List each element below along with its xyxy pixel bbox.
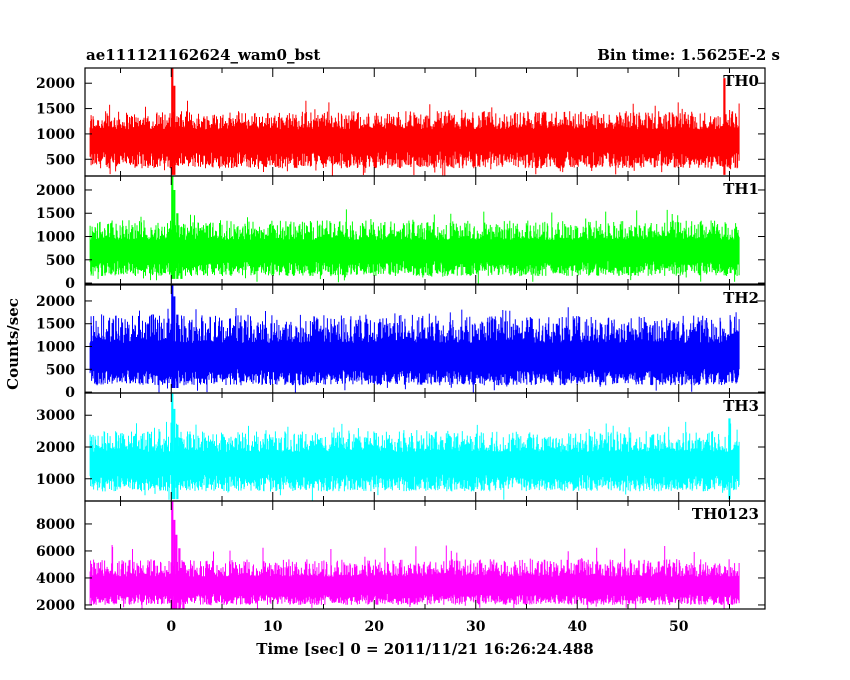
y-tick-label: 500 <box>46 362 75 378</box>
panel-th3: 1000 2000 3000 TH3 <box>36 392 766 502</box>
y-tick-label: 1000 <box>36 230 75 246</box>
y-tick-label: 2000 <box>36 598 75 614</box>
series-trace-th0123 <box>89 545 740 609</box>
y-tick-label: 2000 <box>36 440 75 456</box>
y-tick-label: 8000 <box>36 517 75 533</box>
panel-label-th1: TH1 <box>723 180 759 198</box>
y-tick-label: 500 <box>46 253 75 269</box>
series-trace-th3 <box>89 421 740 501</box>
panel-th0123: 2000 4000 6000 8000 TH0123 <box>36 500 766 614</box>
panel-label-th3: TH3 <box>723 397 759 415</box>
y-tick-label: 0 <box>65 385 75 401</box>
y-tick-label: 1000 <box>36 340 75 356</box>
chart-title-left: ae111121162624_wam0_bst <box>86 46 320 64</box>
y-tick-label: 1000 <box>36 472 75 488</box>
x-tick-label: 30 <box>466 619 486 635</box>
y-tick-label: 0 <box>65 276 75 292</box>
x-tick-label: 40 <box>567 619 587 635</box>
y-tick-label: 6000 <box>36 544 75 560</box>
y-tick-label: 1500 <box>36 206 75 222</box>
y-tick-label: 1500 <box>36 102 75 118</box>
y-tick-label: 4000 <box>36 571 75 587</box>
x-tick-label: 0 <box>166 619 176 635</box>
chart-title-right: Bin time: 1.5625E-2 s <box>597 46 780 64</box>
series-trace-th1 <box>89 209 740 284</box>
panel-th2: 0 500 1000 1500 2000 TH2 <box>36 284 766 401</box>
y-tick-label: 3000 <box>36 408 75 424</box>
x-tick-label: 50 <box>669 619 689 635</box>
y-axis-label: Counts/sec <box>4 298 22 390</box>
y-tick-label: 2000 <box>36 294 75 310</box>
y-tick-label: 1000 <box>36 127 75 143</box>
y-tick-label: 500 <box>46 152 75 168</box>
series-trace-th2 <box>89 307 740 393</box>
y-tick-label: 1500 <box>36 317 75 333</box>
x-axis-label: Time [sec] 0 = 2011/11/21 16:26:24.488 <box>256 640 593 658</box>
x-tick-label: 10 <box>263 619 283 635</box>
panel-label-th0123: TH0123 <box>692 505 759 523</box>
series-trace-th0 <box>89 100 740 176</box>
panel-th0: 500 1000 1500 2000 TH0 <box>36 67 766 177</box>
y-tick-label: 2000 <box>36 76 75 92</box>
panel-th1: 0 500 1000 1500 2000 TH1 <box>36 175 766 292</box>
panel-label-th2: TH2 <box>723 289 759 307</box>
panel-label-th0: TH0 <box>723 72 759 90</box>
x-tick-label: 20 <box>365 619 385 635</box>
y-tick-label: 2000 <box>36 183 75 199</box>
